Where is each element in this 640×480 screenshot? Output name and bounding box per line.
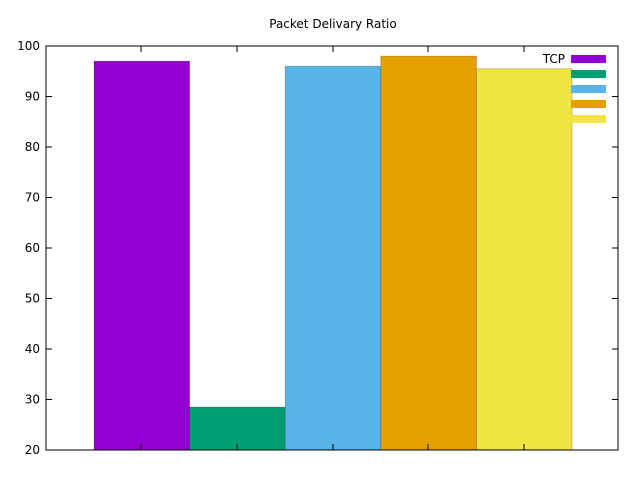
y-tick-label: 60	[25, 241, 40, 255]
y-tick-label: 40	[25, 342, 40, 356]
legend-swatch-3	[571, 85, 606, 93]
legend-label-1: TCP	[542, 52, 565, 66]
bar-3	[284, 65, 382, 451]
legend-swatch-4	[571, 100, 606, 108]
y-tick-label: 80	[25, 140, 40, 154]
y-tick-label: 20	[25, 443, 40, 457]
chart-title: Packet Delivary Ratio	[269, 17, 396, 31]
bar-5	[475, 68, 573, 451]
y-tick-label: 100	[17, 39, 40, 53]
legend-swatch-1	[571, 55, 606, 63]
bars-group	[93, 55, 573, 451]
y-axis: 20 30 40 50 60 70 80 90 100	[17, 39, 618, 457]
y-tick-label: 50	[25, 292, 40, 306]
legend: TCP	[542, 52, 606, 123]
y-tick-label: 70	[25, 191, 40, 205]
legend-swatch-5	[571, 115, 606, 123]
bar-1	[93, 60, 190, 451]
x-axis-ticks	[140, 46, 525, 450]
bar-2	[189, 406, 286, 451]
y-tick-label: 30	[25, 393, 40, 407]
bar-4	[380, 55, 477, 451]
y-tick-label: 90	[25, 90, 40, 104]
plot-frame	[45, 45, 619, 451]
legend-swatch-2	[571, 70, 606, 78]
